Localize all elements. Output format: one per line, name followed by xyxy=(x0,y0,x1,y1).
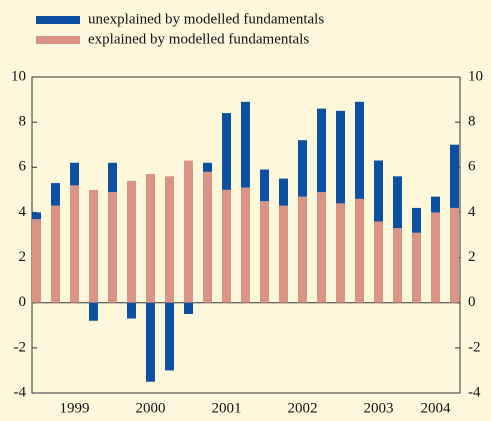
bar-segment xyxy=(146,174,155,303)
bar-segment xyxy=(222,189,231,303)
x-tick-label: 2003 xyxy=(364,400,394,416)
legend-label: unexplained by modelled fundamentals xyxy=(88,11,324,27)
y2-tick-label: 2 xyxy=(468,249,476,265)
x-tick-label: 2002 xyxy=(288,400,318,416)
bar-segment xyxy=(165,176,174,303)
x-tick-label: 2001 xyxy=(212,400,242,416)
bar-segment xyxy=(412,232,421,303)
bar-segment xyxy=(298,140,307,197)
bar-segment xyxy=(203,171,212,303)
bar-segment xyxy=(70,162,79,186)
legend-label: explained by modelled fundamentals xyxy=(88,31,309,47)
bar-segment xyxy=(374,221,383,303)
y2-tick-label: -2 xyxy=(468,339,481,355)
bar-segment xyxy=(431,212,440,303)
bar-segment xyxy=(146,302,155,382)
bar-segment xyxy=(260,201,269,303)
bar-segment xyxy=(355,101,364,199)
bar-segment xyxy=(222,113,231,190)
bar-segment xyxy=(279,205,288,303)
bar-segment xyxy=(127,302,136,319)
bar-segment xyxy=(51,183,60,206)
bar-segment xyxy=(317,192,326,303)
x-tick-label: 2000 xyxy=(136,400,166,416)
bar-segment xyxy=(412,207,421,233)
bar-segment xyxy=(70,185,79,303)
bar-segment xyxy=(241,187,250,303)
x-tick-label: 2004 xyxy=(421,400,452,416)
bar-segment xyxy=(89,189,98,303)
bar-segment xyxy=(108,162,117,193)
bar-segment xyxy=(393,228,402,303)
bar-segment xyxy=(431,196,440,213)
y-tick-label: 8 xyxy=(19,114,27,130)
bar-segment xyxy=(317,108,326,193)
bar-segment xyxy=(203,162,212,172)
bar-segment xyxy=(32,212,41,220)
legend-swatch xyxy=(36,36,80,44)
bar-segment xyxy=(336,203,345,303)
bar-segment xyxy=(165,302,174,371)
bar-segment xyxy=(127,180,136,303)
bar-segment xyxy=(260,169,269,202)
bar-segment xyxy=(51,205,60,303)
bar-segment xyxy=(393,176,402,229)
y-tick-label: 0 xyxy=(19,294,27,310)
bar-segment xyxy=(450,207,459,303)
y2-tick-label: 4 xyxy=(468,204,476,220)
y2-tick-label: 8 xyxy=(468,114,476,130)
y-tick-label: 4 xyxy=(19,204,27,220)
y-tick-label: 6 xyxy=(19,159,27,175)
y-tick-label: -4 xyxy=(14,384,27,400)
bar-segment xyxy=(450,144,459,208)
bar-segment xyxy=(298,196,307,303)
y2-tick-label: 0 xyxy=(468,294,476,310)
bar-segment xyxy=(89,302,98,321)
y-tick-label: 2 xyxy=(19,249,27,265)
bar-segment xyxy=(108,192,117,303)
bar-segment xyxy=(184,160,193,303)
y2-tick-label: 6 xyxy=(468,159,476,175)
x-tick-label: 1999 xyxy=(60,400,90,416)
bar-segment xyxy=(241,101,250,188)
bar-segment xyxy=(279,178,288,206)
y-tick-label: -2 xyxy=(14,339,27,355)
legend-swatch xyxy=(36,16,80,24)
y-tick-label: 10 xyxy=(11,68,26,84)
bar-segment xyxy=(32,219,41,303)
bar-segment xyxy=(374,160,383,222)
y2-tick-label: 10 xyxy=(468,68,483,84)
bar-segment xyxy=(355,198,364,303)
y2-tick-label: -4 xyxy=(468,384,481,400)
bar-segment xyxy=(184,302,193,314)
bar-segment xyxy=(336,110,345,204)
